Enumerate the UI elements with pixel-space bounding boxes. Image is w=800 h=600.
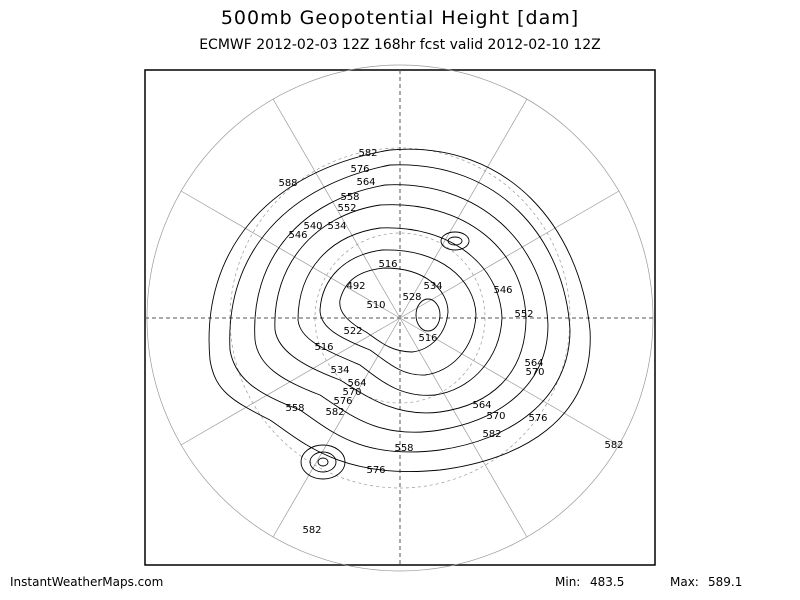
max-label: Max:	[670, 575, 699, 589]
contour-label: 582	[325, 407, 344, 418]
min-label: Min:	[555, 575, 580, 589]
contour-label: 570	[525, 367, 544, 378]
contour-label: 546	[493, 285, 512, 296]
contour-label: 564	[524, 358, 543, 369]
contour-label: 582	[358, 148, 377, 159]
contour-label: 552	[337, 203, 356, 214]
contour	[297, 227, 503, 396]
contour-label: 534	[327, 221, 346, 232]
map-subtitle: ECMWF 2012-02-03 12Z 168hr fcst valid 20…	[199, 37, 601, 53]
contour-label: 516	[418, 333, 437, 344]
contour	[415, 298, 441, 332]
contour	[319, 249, 477, 376]
contour-label: 558	[285, 403, 304, 414]
contour-label: 534	[330, 365, 349, 376]
contour-label: 540	[303, 221, 322, 232]
contour	[309, 451, 337, 473]
contour-label: 558	[340, 192, 359, 203]
meridian	[399, 317, 528, 538]
meridian	[180, 317, 401, 446]
contour-label: 564	[472, 400, 491, 411]
meridian	[180, 190, 401, 319]
contour-label: 534	[423, 281, 442, 292]
meridian	[399, 98, 528, 319]
height-contours	[208, 148, 591, 480]
contour	[274, 204, 527, 414]
contour-label: 570	[342, 387, 361, 398]
meridian	[272, 98, 401, 319]
meridian	[272, 317, 401, 538]
contour-label: 576	[350, 164, 369, 175]
contour-label: 588	[278, 178, 297, 189]
map-title: 500mb Geopotential Height [dam]	[221, 7, 579, 29]
contour-label: 510	[366, 300, 385, 311]
contour-label: 528	[402, 292, 421, 303]
min-value: 483.5	[590, 575, 624, 589]
contour-label: 522	[343, 326, 362, 337]
contour-label: 492	[346, 281, 365, 292]
contour-label: 564	[356, 177, 375, 188]
max-value: 589.1	[708, 575, 742, 589]
contour-label: 582	[482, 429, 501, 440]
contour-label: 558	[394, 443, 413, 454]
contour-label: 516	[378, 259, 397, 270]
contour-label: 582	[604, 440, 623, 451]
contour	[447, 236, 463, 246]
contour	[339, 267, 449, 353]
contour	[254, 184, 549, 433]
meridian	[399, 190, 620, 319]
contour-label: 546	[288, 230, 307, 241]
contour-label: 552	[514, 309, 533, 320]
contour	[208, 148, 591, 472]
contour-label: 576	[366, 465, 385, 476]
contour-label: 516	[314, 342, 333, 353]
contour	[300, 444, 346, 480]
meridians	[180, 98, 620, 538]
contour-label: 576	[333, 396, 352, 407]
contour	[317, 457, 329, 467]
contour	[440, 231, 470, 251]
contour	[229, 164, 571, 453]
contour-label: 576	[528, 413, 547, 424]
contour-label: 570	[486, 411, 505, 422]
source-credit: InstantWeatherMaps.com	[10, 575, 163, 589]
contour-label: 564	[347, 378, 366, 389]
contour-label: 582	[302, 525, 321, 536]
